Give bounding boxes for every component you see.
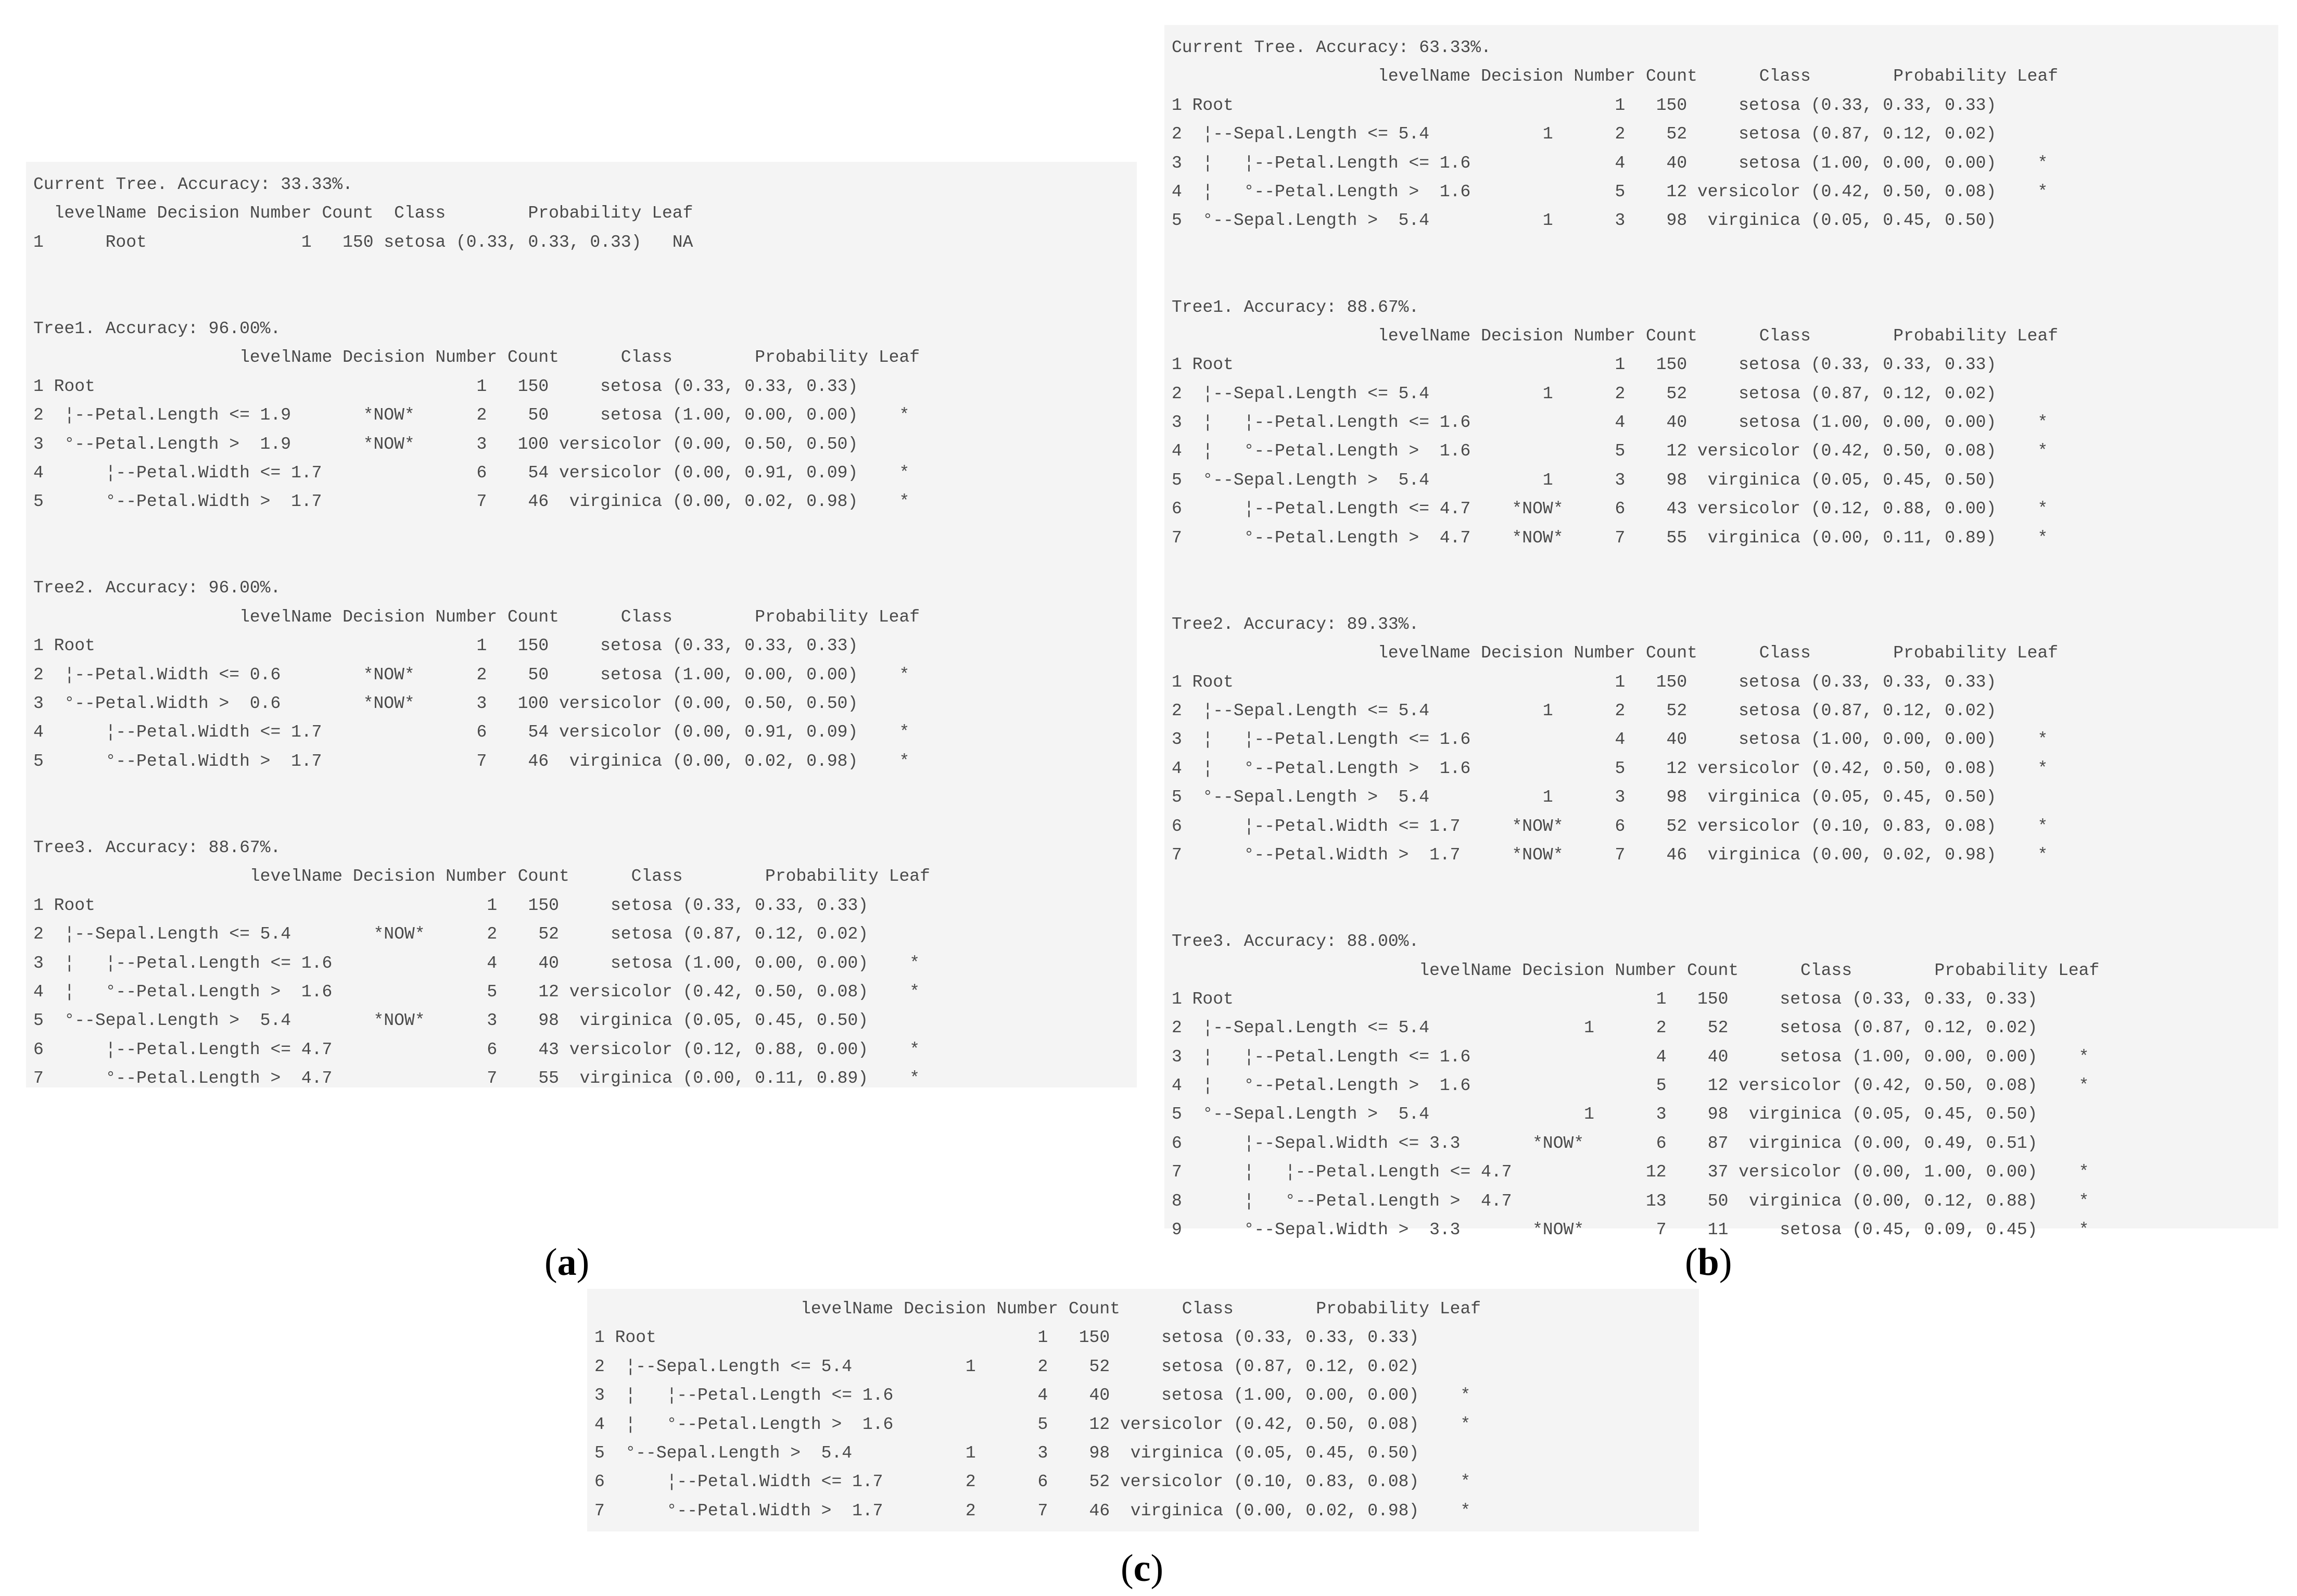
console-line: 3 ¦ ¦--Petal.Length <= 1.6 4 40 setosa (… [1172,730,2048,750]
console-line: levelName Decision Number Count Class Pr… [33,204,693,223]
console-line [1172,552,2278,581]
console-line: levelName Decision Number Count Class Pr… [33,348,920,368]
console-line [1172,869,2278,898]
console-line: 5 °--Petal.Width > 1.7 7 46 virginica (0… [33,492,910,512]
console-line: levelName Decision Number Count Class Pr… [1172,643,2059,663]
console-line: 2 ¦--Petal.Width <= 0.6 *NOW* 2 50 setos… [33,665,910,685]
console-panel-c: levelName Decision Number Count Class Pr… [587,1289,1699,1531]
console-line: 2 ¦--Sepal.Length <= 5.4 1 2 52 setosa (… [1172,701,1997,720]
console-line: Tree3. Accuracy: 88.00%. [1172,932,1419,952]
console-line: Current Tree. Accuracy: 33.33%. [33,175,353,194]
console-line: 6 ¦--Petal.Length <= 4.7 *NOW* 6 43 vers… [1172,499,2048,519]
console-line: 3 °--Petal.Length > 1.9 *NOW* 3 100 vers… [33,434,858,454]
console-line: 6 ¦--Petal.Width <= 1.7 2 6 52 versicolo… [594,1472,1471,1492]
console-line: 5 °--Sepal.Length > 5.4 1 3 98 virginica… [594,1443,1419,1463]
console-line: 4 ¦ °--Petal.Length > 1.6 5 12 versicolo… [1172,182,2048,201]
console-line: Tree1. Accuracy: 88.67%. [1172,297,1419,317]
console-line: 4 ¦ °--Petal.Length > 1.6 5 12 versicolo… [1172,758,2048,778]
console-line: 1 Root 1 150 setosa (0.33, 0.33, 0.33) [33,376,858,396]
console-line: 3 ¦ ¦--Petal.Length <= 1.6 4 40 setosa (… [1172,413,2048,433]
console-line: 1 Root 1 150 setosa (0.33, 0.33, 0.33) [33,636,858,656]
console-line [33,257,1137,285]
console-line: 7 °--Petal.Width > 1.7 *NOW* 7 46 virgin… [1172,845,2048,865]
console-line: 3 °--Petal.Width > 0.6 *NOW* 3 100 versi… [33,694,858,714]
console-line [1172,898,2278,927]
console-line: 4 ¦ °--Petal.Length > 1.6 5 12 versicolo… [1172,441,2048,461]
console-line: 5 °--Petal.Width > 1.7 7 46 virginica (0… [33,751,910,771]
console-line [33,516,1137,545]
console-panel-b: Current Tree. Accuracy: 63.33%. levelNam… [1164,25,2278,1239]
console-line: 7 °--Petal.Width > 1.7 2 7 46 virginica … [594,1501,1471,1521]
console-line: levelName Decision Number Count Class Pr… [1172,67,2059,86]
console-line: 5 °--Sepal.Length > 5.4 1 3 98 virginica… [1172,788,1997,807]
console-line: 5 °--Sepal.Length > 5.4 1 3 98 virginica… [1172,211,1997,231]
console-line [1172,581,2278,610]
console-line: 5 °--Sepal.Length > 5.4 *NOW* 3 98 virgi… [33,1011,869,1031]
console-line: levelName Decision Number Count Class Pr… [1172,326,2059,346]
console-line: levelName Decision Number Count Class Pr… [1172,960,2100,980]
console-line [33,545,1137,574]
console-line: 4 ¦ °--Petal.Length > 1.6 5 12 versicolo… [33,982,920,1002]
console-line: Tree2. Accuracy: 96.00%. [33,578,281,598]
console-line: 9 °--Sepal.Width > 3.3 *NOW* 7 11 setosa… [1172,1220,2089,1240]
console-panel-a: Current Tree. Accuracy: 33.33%. levelNam… [26,162,1137,1088]
console-line: 4 ¦ °--Petal.Length > 1.6 5 12 versicolo… [594,1414,1471,1434]
console-line: 1 Root 1 150 setosa (0.33, 0.33, 0.33) [1172,355,1997,375]
console-line: Tree3. Accuracy: 88.67%. [33,838,281,857]
console-line: 3 ¦ ¦--Petal.Length <= 1.6 4 40 setosa (… [1172,1047,2089,1067]
console-line: 1 Root 1 150 setosa (0.33, 0.33, 0.33) N… [33,232,693,252]
console-line [33,286,1137,314]
console-line: 5 °--Sepal.Length > 5.4 1 3 98 virginica… [1172,1105,2038,1124]
console-line: Tree2. Accuracy: 89.33%. [1172,614,1419,634]
console-line: 6 ¦--Petal.Width <= 1.7 *NOW* 6 52 versi… [1172,816,2048,836]
console-line: 2 ¦--Sepal.Length <= 5.4 *NOW* 2 52 seto… [33,924,869,944]
console-line: 2 ¦--Sepal.Length <= 5.4 1 2 52 setosa (… [1172,124,1997,144]
console-line: 2 ¦--Petal.Length <= 1.9 *NOW* 2 50 seto… [33,406,910,425]
console-line: levelName Decision Number Count Class Pr… [594,1299,1481,1319]
caption-a: (a) [544,1241,590,1284]
console-line: 8 ¦ °--Petal.Length > 4.7 13 50 virginic… [1172,1191,2089,1211]
console-line: 5 °--Sepal.Length > 5.4 1 3 98 virginica… [1172,470,1997,490]
console-line: 1 Root 1 150 setosa (0.33, 0.33, 0.33) [33,895,869,915]
caption-b-letter: b [1697,1241,1719,1284]
console-output-b: Current Tree. Accuracy: 63.33%. levelNam… [1172,33,2278,1244]
caption-b: (b) [1685,1241,1732,1284]
console-line: 3 ¦ ¦--Petal.Length <= 1.6 4 40 setosa (… [33,953,920,973]
console-line: 2 ¦--Sepal.Length <= 5.4 1 2 52 setosa (… [1172,1018,2038,1038]
console-line [33,776,1137,804]
console-line: Current Tree. Accuracy: 63.33%. [1172,38,1491,57]
caption-c: (c) [1121,1547,1164,1590]
console-line: Tree1. Accuracy: 96.00%. [33,319,281,338]
console-line: 4 ¦--Petal.Width <= 1.7 6 54 versicolor … [33,723,910,742]
caption-a-letter: a [557,1241,577,1284]
caption-c-letter: c [1133,1547,1151,1590]
console-line: 4 ¦--Petal.Width <= 1.7 6 54 versicolor … [33,463,910,483]
console-line: levelName Decision Number Count Class Pr… [33,867,930,886]
console-line: 2 ¦--Sepal.Length <= 5.4 1 2 52 setosa (… [1172,384,1997,403]
console-line: 6 ¦--Petal.Length <= 4.7 6 43 versicolor… [33,1040,920,1059]
console-line: 2 ¦--Sepal.Length <= 5.4 1 2 52 setosa (… [594,1357,1419,1376]
console-output-a: Current Tree. Accuracy: 33.33%. levelNam… [33,170,1137,1093]
console-line [1172,235,2278,264]
console-line: 7 °--Petal.Length > 4.7 *NOW* 7 55 virgi… [1172,528,2048,548]
console-line: 3 ¦ ¦--Petal.Length <= 1.6 4 40 setosa (… [1172,153,2048,173]
console-output-c: levelName Decision Number Count Class Pr… [594,1294,1699,1525]
console-line [1172,264,2278,293]
console-line: 3 ¦ ¦--Petal.Length <= 1.6 4 40 setosa (… [594,1386,1471,1405]
console-line: 1 Root 1 150 setosa (0.33, 0.33, 0.33) [1172,989,2038,1009]
console-line: 1 Root 1 150 setosa (0.33, 0.33, 0.33) [1172,672,1997,692]
console-line: 7 °--Petal.Length > 4.7 7 55 virginica (… [33,1069,920,1088]
console-line [33,805,1137,833]
console-line: 4 ¦ °--Petal.Length > 1.6 5 12 versicolo… [1172,1076,2089,1096]
console-line: 1 Root 1 150 setosa (0.33, 0.33, 0.33) [1172,95,1997,115]
console-line: 6 ¦--Sepal.Width <= 3.3 *NOW* 6 87 virgi… [1172,1133,2038,1153]
console-line: levelName Decision Number Count Class Pr… [33,607,920,627]
console-line: 1 Root 1 150 setosa (0.33, 0.33, 0.33) [594,1328,1419,1348]
console-line: 7 ¦ ¦--Petal.Length <= 4.7 12 37 versico… [1172,1162,2089,1182]
